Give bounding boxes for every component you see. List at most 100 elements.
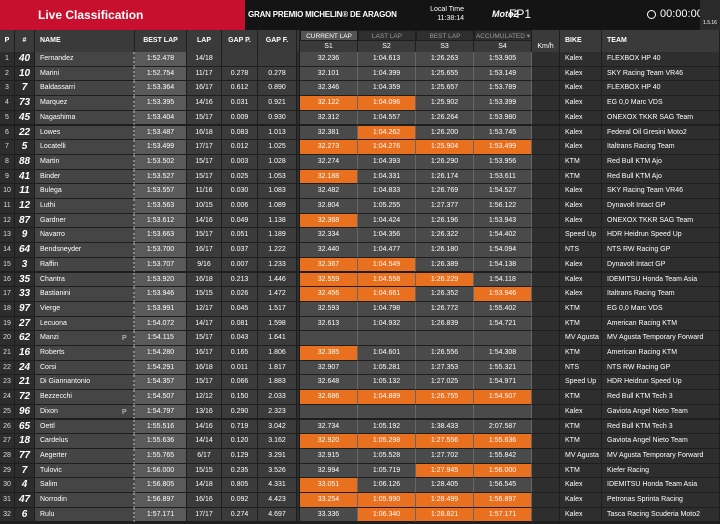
sector-time: 1:25.904 — [416, 140, 474, 155]
team: Federal Oil Gresini Moto2 — [602, 125, 720, 141]
sector-time: 32.915 — [300, 448, 358, 464]
team: SKY Racing Team VR46 — [602, 184, 720, 199]
lap: 6/17 — [187, 448, 222, 464]
sector-time: 1:27.377 — [416, 199, 474, 214]
rider-name[interactable]: Baldassarri — [35, 81, 135, 97]
rider-name[interactable]: Fernandez — [35, 52, 135, 67]
team: Kiefer Racing — [602, 463, 720, 479]
gap-prev: 0.165 — [222, 346, 258, 361]
sector-tab[interactable]: LAST LAP — [358, 30, 416, 41]
team: EG 0,0 Marc VDS — [602, 301, 720, 317]
sector-time: 32.101 — [300, 66, 358, 82]
sector-time: 32.920 — [300, 434, 358, 449]
sector-time: 1:04.096 — [358, 96, 416, 111]
lap: 14/16 — [187, 213, 222, 229]
spacer — [297, 169, 300, 185]
best-lap: 1:56.805 — [135, 478, 187, 493]
rider-name[interactable]: Norrodin — [35, 493, 135, 508]
rider-name[interactable]: Aegerter — [35, 448, 135, 464]
sector-time: 1:06.126 — [358, 478, 416, 493]
rider-name[interactable]: Oettl — [35, 419, 135, 435]
rider-name[interactable]: Raffin — [35, 257, 135, 273]
speed — [532, 125, 560, 141]
position: 11 — [0, 199, 15, 214]
gap-prev — [222, 52, 258, 67]
team: FLEXBOX HP 40 — [602, 52, 720, 67]
team: IDEMITSU Honda Team Asia — [602, 272, 720, 288]
bike: Kalex — [560, 478, 602, 493]
lap: 15/17 — [187, 331, 222, 346]
spacer — [297, 331, 300, 346]
rider-name[interactable]: Martin — [35, 154, 135, 170]
bike: Kalex — [560, 507, 602, 523]
rider-name[interactable]: Binder — [35, 169, 135, 185]
gap-first: 0.921 — [258, 96, 297, 111]
rider-name[interactable]: Vierge — [35, 301, 135, 317]
gap-first: 3.526 — [258, 463, 297, 479]
session: FP1 — [509, 7, 532, 21]
speed — [532, 507, 560, 523]
column-header: Km/h — [532, 41, 560, 52]
best-lap: 1:53.502 — [135, 154, 187, 170]
rider-name[interactable]: Nagashima — [35, 110, 135, 126]
team: EG 0,0 Marc VDS — [602, 96, 720, 111]
rider-number: 10 — [15, 66, 35, 82]
rider-name[interactable]: Navarro — [35, 228, 135, 244]
sector-time: 1:27.353 — [416, 360, 474, 376]
best-lap: 1:55.636 — [135, 434, 187, 449]
rider-name[interactable]: Luthi — [35, 199, 135, 214]
position: 9 — [0, 169, 15, 185]
rider-name[interactable]: Lecuona — [35, 316, 135, 332]
version[interactable]: 1.5.16 — [700, 0, 720, 30]
rider-name[interactable]: Manzi — [35, 331, 135, 346]
rider-name[interactable]: Tulovic — [35, 463, 135, 479]
rider-name[interactable]: Dixon — [35, 404, 135, 420]
rider-name[interactable]: Lowes — [35, 125, 135, 141]
gap-prev: 0.025 — [222, 169, 258, 185]
sector-time: 1:04.424 — [358, 213, 416, 229]
rider-name[interactable]: Bezzecchi — [35, 390, 135, 405]
rider-name[interactable]: Bastianini — [35, 287, 135, 302]
sector-time: 1:53.905 — [474, 52, 532, 67]
column-header: GAP F. — [258, 30, 297, 52]
gap-first: 1.222 — [258, 243, 297, 258]
rider-number: 47 — [15, 493, 35, 508]
speed — [532, 66, 560, 82]
column-header: LAP — [187, 30, 222, 52]
sector-time: 1:53.946 — [474, 287, 532, 302]
sector-time: 32.613 — [300, 316, 358, 332]
gap-first: 3.042 — [258, 419, 297, 435]
lap: 17/17 — [187, 140, 222, 155]
column-header: P — [0, 30, 15, 52]
rider-name[interactable]: Salim — [35, 478, 135, 493]
rider-name[interactable]: Marquez — [35, 96, 135, 111]
rider-name[interactable]: Marini — [35, 66, 135, 82]
sector-time: 1:26.264 — [416, 110, 474, 126]
sector-time: 1:56.897 — [474, 493, 532, 508]
rider-name[interactable]: Rulu — [35, 507, 135, 523]
dropdown-arrow[interactable]: ▾ — [524, 33, 531, 40]
column-header: BEST LAP — [135, 30, 187, 52]
sector-tab[interactable]: BEST LAP — [416, 30, 474, 41]
sector-time: 32.188 — [300, 169, 358, 185]
rider-name[interactable]: Chantra — [35, 272, 135, 288]
sector-tab[interactable]: CURRENT LAP — [300, 30, 358, 41]
sector-time: 1:53.149 — [474, 66, 532, 82]
rider-name[interactable]: Corsi — [35, 360, 135, 376]
rider-name[interactable]: Gardner — [35, 213, 135, 229]
rider-name[interactable]: Di Giannantonio — [35, 375, 135, 391]
rider-name[interactable]: Bulega — [35, 184, 135, 199]
sector-tab[interactable]: ACCUMULATED ▾ — [474, 30, 532, 41]
rider-name[interactable]: Cardelus — [35, 434, 135, 449]
lap: 14/16 — [187, 96, 222, 111]
rider-name[interactable]: Locatelli — [35, 140, 135, 155]
sector-time: 1:53.789 — [474, 81, 532, 97]
position: 16 — [0, 272, 15, 288]
rider-name[interactable]: Bendsneyder — [35, 243, 135, 258]
rider-number: 12 — [15, 199, 35, 214]
rider-name[interactable]: Roberts — [35, 346, 135, 361]
sector-time: 1:04.558 — [358, 272, 416, 288]
bike: KTM — [560, 463, 602, 479]
rider-number: 45 — [15, 110, 35, 126]
sector-time: 1:57.171 — [474, 507, 532, 523]
